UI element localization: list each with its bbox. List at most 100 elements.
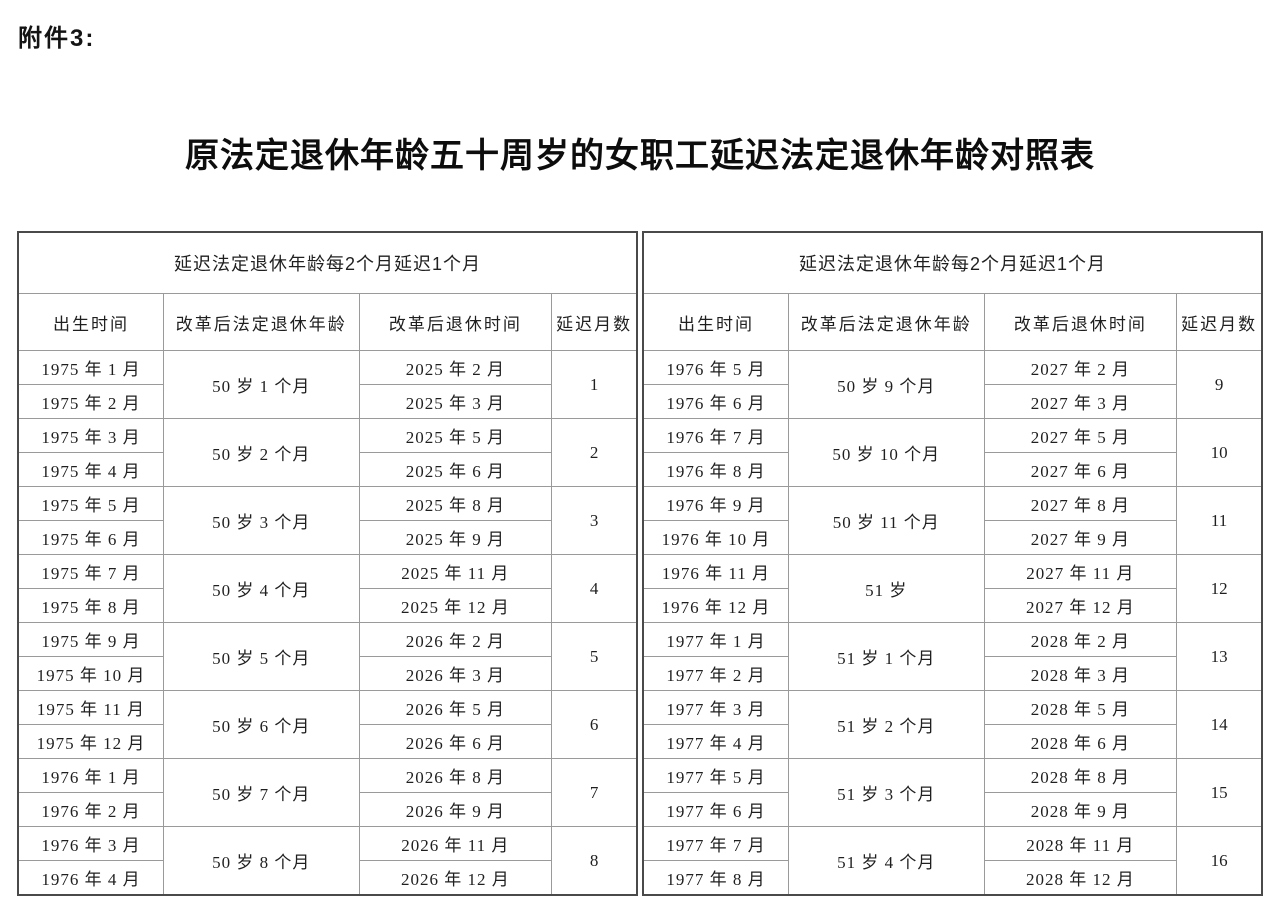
cell-retirement-date: 2025 年 5 月	[358, 418, 553, 453]
cell-retirement-age: 50 岁 4 个月	[162, 554, 360, 623]
cell-retirement-date: 2026 年 3 月	[358, 656, 553, 691]
cell-retirement-date: 2025 年 3 月	[358, 384, 553, 419]
comparison-tables-container: 延迟法定退休年龄每2个月延迟1个月 出生时间 改革后法定退休年龄 改革后退休时间…	[17, 231, 1263, 896]
column-header-delay-months: 延迟月数	[1176, 293, 1263, 351]
cell-retirement-date: 2025 年 2 月	[358, 350, 553, 385]
cell-birth-time: 1977 年 7 月	[642, 826, 789, 861]
table-row: 1976 年 4 月 2026 年 12 月	[17, 860, 637, 896]
table-column-header-row: 出生时间 改革后法定退休年龄 改革后退休时间 延迟月数	[17, 293, 638, 351]
table-row: 1975 年 8 月 2025 年 12 月	[17, 588, 637, 623]
table-banner-row: 延迟法定退休年龄每2个月延迟1个月	[642, 231, 1263, 294]
table-row: 1977 年 1 月 51 岁 1 个月 2028 年 2 月 13	[642, 622, 1263, 691]
cell-retirement-age: 50 岁 5 个月	[162, 622, 360, 691]
retirement-table-right: 延迟法定退休年龄每2个月延迟1个月 出生时间 改革后法定退休年龄 改革后退休时间…	[642, 231, 1263, 896]
cell-delay-months: 12	[1176, 554, 1263, 623]
table-row: 1977 年 2 月 2028 年 3 月	[642, 656, 1262, 691]
cell-retirement-date: 2028 年 9 月	[983, 792, 1178, 827]
page-title: 原法定退休年龄五十周岁的女职工延迟法定退休年龄对照表	[185, 138, 1095, 175]
table-row: 1975 年 2 月 2025 年 3 月	[17, 384, 637, 419]
cell-retirement-age: 51 岁 4 个月	[787, 826, 985, 896]
cell-retirement-date: 2025 年 12 月	[358, 588, 553, 623]
cell-birth-time: 1975 年 11 月	[17, 690, 164, 725]
cell-birth-time: 1977 年 5 月	[642, 758, 789, 793]
cell-delay-months: 15	[1176, 758, 1263, 827]
cell-birth-time: 1977 年 8 月	[642, 860, 789, 896]
cell-birth-time: 1975 年 12 月	[17, 724, 164, 759]
cell-retirement-date: 2027 年 8 月	[983, 486, 1178, 521]
cell-birth-time: 1977 年 6 月	[642, 792, 789, 827]
cell-birth-time: 1976 年 9 月	[642, 486, 789, 521]
table-row: 1976 年 6 月 2027 年 3 月	[642, 384, 1262, 419]
table-row: 1976 年 9 月 50 岁 11 个月 2027 年 8 月 11	[642, 486, 1263, 555]
cell-retirement-date: 2026 年 8 月	[358, 758, 553, 793]
cell-retirement-age: 51 岁 3 个月	[787, 758, 985, 827]
cell-birth-time: 1975 年 1 月	[17, 350, 164, 385]
column-header-birth: 出生时间	[642, 293, 789, 351]
cell-retirement-date: 2026 年 2 月	[358, 622, 553, 657]
cell-retirement-date: 2028 年 6 月	[983, 724, 1178, 759]
cell-delay-months: 7	[551, 758, 638, 827]
cell-birth-time: 1975 年 9 月	[17, 622, 164, 657]
cell-retirement-date: 2026 年 6 月	[358, 724, 553, 759]
cell-retirement-date: 2028 年 5 月	[983, 690, 1178, 725]
table-row: 1975 年 10 月 2026 年 3 月	[17, 656, 637, 691]
cell-delay-months: 8	[551, 826, 638, 896]
column-header-birth: 出生时间	[17, 293, 164, 351]
cell-retirement-date: 2027 年 3 月	[983, 384, 1178, 419]
cell-retirement-age: 50 岁 3 个月	[162, 486, 360, 555]
cell-birth-time: 1976 年 5 月	[642, 350, 789, 385]
table-row: 1975 年 4 月 2025 年 6 月	[17, 452, 637, 487]
cell-birth-time: 1976 年 2 月	[17, 792, 164, 827]
cell-retirement-age: 50 岁 2 个月	[162, 418, 360, 487]
cell-birth-time: 1976 年 4 月	[17, 860, 164, 896]
table-row: 1975 年 6 月 2025 年 9 月	[17, 520, 637, 555]
column-header-retire-date: 改革后退休时间	[358, 293, 553, 351]
cell-retirement-date: 2027 年 2 月	[983, 350, 1178, 385]
cell-birth-time: 1976 年 8 月	[642, 452, 789, 487]
cell-delay-months: 4	[551, 554, 638, 623]
cell-birth-time: 1977 年 2 月	[642, 656, 789, 691]
cell-retirement-date: 2025 年 9 月	[358, 520, 553, 555]
table-row: 1976 年 10 月 2027 年 9 月	[642, 520, 1262, 555]
cell-delay-months: 10	[1176, 418, 1263, 487]
cell-birth-time: 1976 年 7 月	[642, 418, 789, 453]
column-header-retire-date: 改革后退休时间	[983, 293, 1178, 351]
cell-retirement-date: 2026 年 9 月	[358, 792, 553, 827]
cell-birth-time: 1977 年 3 月	[642, 690, 789, 725]
table-row: 1977 年 3 月 51 岁 2 个月 2028 年 5 月 14	[642, 690, 1263, 759]
table-column-header-row: 出生时间 改革后法定退休年龄 改革后退休时间 延迟月数	[642, 293, 1263, 351]
cell-delay-months: 14	[1176, 690, 1263, 759]
table-body-left: 1975 年 1 月 50 岁 1 个月 2025 年 2 月 1 1975 年 2 月…	[17, 350, 638, 896]
cell-birth-time: 1975 年 2 月	[17, 384, 164, 419]
cell-birth-time: 1977 年 1 月	[642, 622, 789, 657]
cell-delay-months: 11	[1176, 486, 1263, 555]
cell-retirement-date: 2028 年 12 月	[983, 860, 1178, 896]
table-row: 1976 年 12 月 2027 年 12 月	[642, 588, 1262, 623]
retirement-table-left: 延迟法定退休年龄每2个月延迟1个月 出生时间 改革后法定退休年龄 改革后退休时间…	[17, 231, 638, 896]
cell-delay-months: 9	[1176, 350, 1263, 419]
table-row: 1977 年 8 月 2028 年 12 月	[642, 860, 1262, 896]
cell-retirement-age: 50 岁 8 个月	[162, 826, 360, 896]
column-header-delay-months: 延迟月数	[551, 293, 638, 351]
cell-retirement-date: 2028 年 2 月	[983, 622, 1178, 657]
cell-retirement-age: 51 岁 2 个月	[787, 690, 985, 759]
cell-retirement-date: 2027 年 9 月	[983, 520, 1178, 555]
cell-retirement-age: 50 岁 10 个月	[787, 418, 985, 487]
cell-retirement-age: 50 岁 7 个月	[162, 758, 360, 827]
cell-retirement-age: 50 岁 9 个月	[787, 350, 985, 419]
cell-delay-months: 13	[1176, 622, 1263, 691]
table-row: 1975 年 12 月 2026 年 6 月	[17, 724, 637, 759]
table-row: 1976 年 7 月 50 岁 10 个月 2027 年 5 月 10	[642, 418, 1263, 487]
cell-delay-months: 6	[551, 690, 638, 759]
cell-retirement-date: 2028 年 3 月	[983, 656, 1178, 691]
cell-birth-time: 1977 年 4 月	[642, 724, 789, 759]
cell-birth-time: 1976 年 12 月	[642, 588, 789, 623]
table-row: 1977 年 4 月 2028 年 6 月	[642, 724, 1262, 759]
cell-delay-months: 16	[1176, 826, 1263, 896]
cell-birth-time: 1976 年 11 月	[642, 554, 789, 589]
